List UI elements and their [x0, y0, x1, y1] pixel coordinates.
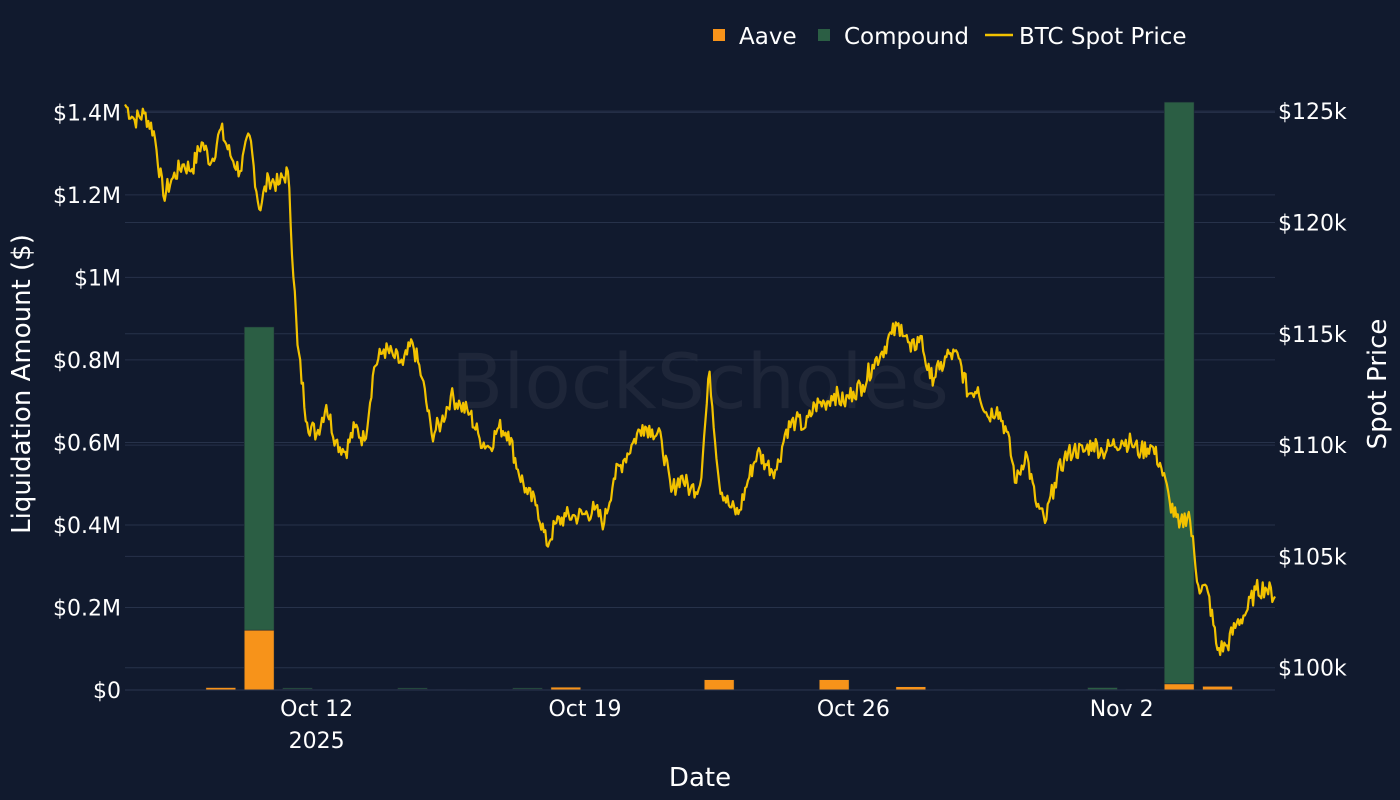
bar-aave-2025-11-04: [1202, 685, 1233, 691]
y-tick-label-2: $0.4M: [53, 514, 121, 539]
y-axis-title: Liquidation Amount ($): [7, 234, 37, 534]
legend-btc-label: BTC Spot Price: [1019, 24, 1187, 50]
bar-aave-2025-10-10: [243, 629, 275, 691]
y-tick-label-0: $0: [93, 679, 121, 704]
legend-aave-label: Aave: [739, 24, 797, 50]
x-tick-sublabel-0: 2025: [289, 729, 345, 754]
y2-tick-label-3: $115k: [1278, 323, 1347, 348]
gridlines: [125, 110, 1275, 669]
y2-tick-label-1: $105k: [1278, 545, 1347, 570]
x-tick-label-3: Nov 2: [1090, 697, 1154, 722]
bar-aave-2025-11-03: [1163, 683, 1195, 691]
watermark-text: BlockScholes: [451, 337, 949, 426]
legend-compound-label: Compound: [844, 24, 969, 50]
x-axis-title: Date: [669, 763, 731, 793]
bar-aave-2025-10-22: [703, 679, 735, 691]
y-tick-label-7: $1.4M: [53, 101, 121, 126]
y2-tick-label-0: $100k: [1278, 657, 1347, 682]
bar-compound-2025-10-17: [512, 687, 543, 690]
x-tick-label-2: Oct 26: [817, 697, 890, 722]
y2-axis-ticks: $100k $105k $110k $115k $120k $125k: [1278, 100, 1347, 682]
bar-compound-2025-11-03: [1163, 101, 1195, 685]
y2-tick-label-4: $120k: [1278, 211, 1347, 236]
y-tick-label-4: $0.8M: [53, 349, 121, 374]
bar-compound-2025-10-11: [282, 687, 313, 690]
legend: Aave Compound BTC Spot Price: [713, 24, 1187, 50]
y2-tick-label-2: $110k: [1278, 434, 1347, 459]
bar-series: [125, 101, 1275, 691]
y-tick-label-1: $0.2M: [53, 596, 121, 621]
x-axis-ticks: Oct 12 2025 Oct 19 Oct 26 Nov 2: [280, 697, 1153, 754]
y-tick-label-6: $1.2M: [53, 184, 121, 209]
bar-compound-2025-10-14: [397, 687, 428, 690]
legend-aave-swatch: [713, 29, 725, 41]
bar-compound-2025-10-10: [243, 326, 275, 631]
y2-axis-title: Spot Price: [1363, 319, 1393, 450]
y-axis-ticks: $0 $0.2M $0.4M $0.6M $0.8M $1M $1.2M $1.4M: [53, 101, 121, 704]
x-tick-label-0: Oct 12: [280, 697, 353, 722]
bar-compound-2025-11-01: [1087, 687, 1118, 690]
legend-compound-swatch: [818, 29, 830, 41]
y-tick-label-5: $1M: [74, 266, 121, 291]
y-tick-label-3: $0.6M: [53, 431, 121, 456]
bar-aave-2025-10-25: [818, 679, 850, 691]
x-tick-label-1: Oct 19: [548, 697, 621, 722]
y2-tick-label-5: $125k: [1278, 100, 1347, 125]
btc-spot-price-line: [124, 103, 1276, 657]
